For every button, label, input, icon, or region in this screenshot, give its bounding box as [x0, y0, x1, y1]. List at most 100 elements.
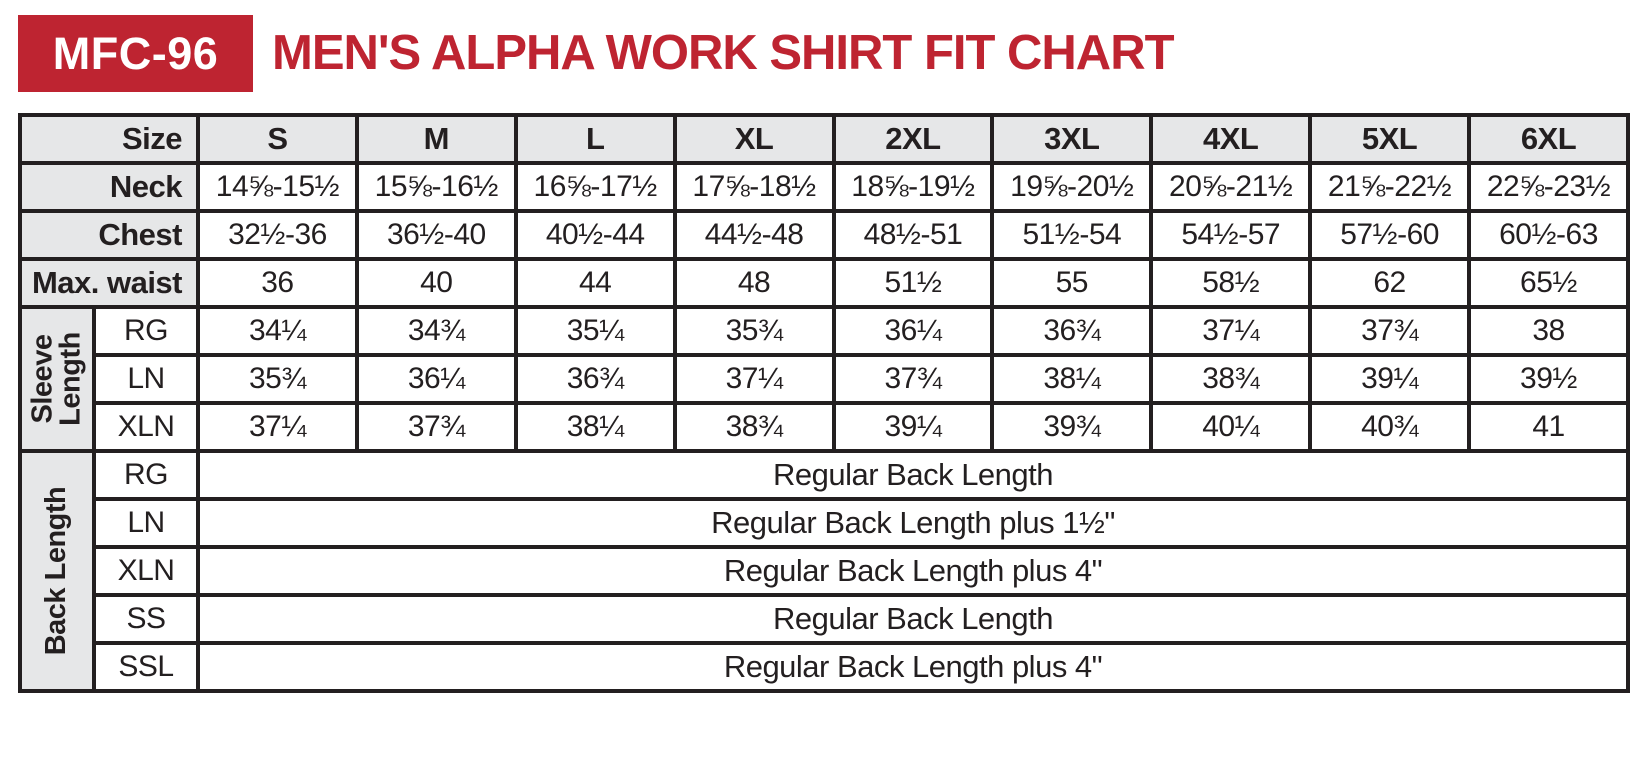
measurement-value-cell: 37¼ — [672, 353, 836, 405]
product-code-text: MFC-96 — [52, 27, 219, 79]
measurement-value-cell: 35¼ — [513, 305, 677, 357]
measurement-value-cell: 40¼ — [1149, 401, 1313, 453]
measurement-value-cell: 34¼ — [196, 305, 359, 357]
measurement-value-cell: 38 — [1467, 305, 1630, 357]
back-length-description-cell: Regular Back Length — [196, 593, 1630, 645]
measurement-value-cell: 38¼ — [513, 401, 677, 453]
measurement-value-cell: 14⅝-15½ — [196, 161, 359, 213]
measurement-value-cell: 17⅝-18½ — [672, 161, 836, 213]
back-length-row: XLN Regular Back Length plus 4" — [20, 545, 1630, 597]
size-column-header-cell: 3XL — [990, 113, 1154, 165]
fit-code-cell: XLN — [92, 545, 200, 597]
size-header-cell: Size — [18, 113, 200, 165]
measurement-value-cell: 54½-57 — [1149, 209, 1313, 261]
measurement-row: Chest 32½-36 36½-40 40½-44 44½-48 48½-51 51½-5… — [18, 209, 1630, 261]
measurement-value-cell: 21⅝-22½ — [1308, 161, 1471, 213]
sleeve-length-row: XLN 37¼ 37¾ 38¼ 38¾ 39¼ 39¾ 40¼ 40¾ 41 — [20, 401, 1630, 453]
fit-chart-table-body: Size S M L XL 2XL 3XL 4XL 5XL 6XL Neck 14⅝-15½ 15⅝-1… — [18, 113, 1630, 693]
measurement-value-cell: 44½-48 — [672, 209, 836, 261]
measurement-value-cell: 36¾ — [990, 305, 1154, 357]
measurement-value-cell: 37¼ — [1149, 305, 1313, 357]
measurement-value-cell: 19⅝-20½ — [990, 161, 1154, 213]
measurement-value-cell: 51½ — [831, 257, 995, 309]
measurement-value-cell: 44 — [513, 257, 677, 309]
size-column-header-cell: XL — [672, 113, 836, 165]
sleeve-length-row: LN 35¾ 36¼ 36¾ 37¼ 37¾ 38¼ 38¾ 39¼ 39½ — [20, 353, 1630, 405]
back-length-row: SSL Regular Back Length plus 4" — [20, 641, 1630, 693]
measurement-value-cell: 36¾ — [513, 353, 677, 405]
back-length-description-cell: Regular Back Length — [196, 449, 1630, 501]
sleeve-length-group-label: Sleeve Length — [26, 332, 86, 426]
back-length-description-cell: Regular Back Length plus 4" — [196, 545, 1630, 597]
measurement-value-cell: 36½-40 — [354, 209, 518, 261]
measurement-value-cell: 55 — [990, 257, 1154, 309]
back-length-group-label: Back Length — [40, 486, 73, 656]
measurement-value-cell: 40½-44 — [513, 209, 677, 261]
measurement-value-cell: 65½ — [1467, 257, 1630, 309]
fit-code-cell: RG — [92, 449, 200, 501]
measurement-value-cell: 37¾ — [831, 353, 995, 405]
measurement-value-cell: 39½ — [1467, 353, 1630, 405]
product-code-badge: MFC-96 — [18, 15, 253, 92]
size-column-header-cell: 4XL — [1149, 113, 1313, 165]
fit-chart-table: Size S M L XL 2XL 3XL 4XL 5XL 6XL Neck 14⅝-15½ 15⅝-1… — [18, 113, 1630, 693]
fit-code-cell: SS — [92, 593, 200, 645]
measurement-value-cell: 34¾ — [354, 305, 518, 357]
measurement-value-cell: 39¼ — [831, 401, 995, 453]
back-length-group-label-cell: Back Length — [18, 449, 96, 693]
measurement-value-cell: 51½-54 — [990, 209, 1154, 261]
measurement-value-cell: 58½ — [1149, 257, 1313, 309]
size-header-row: Size S M L XL 2XL 3XL 4XL 5XL 6XL — [18, 113, 1630, 165]
back-length-row: LN Regular Back Length plus 1½" — [20, 497, 1630, 549]
size-column-header-cell: 2XL — [831, 113, 995, 165]
page-title: MEN'S ALPHA WORK SHIRT FIT CHART — [272, 25, 1175, 80]
measurement-label-cell: Max. waist — [18, 257, 200, 309]
sleeve-length-row: Sleeve Length RG 34¼ 34¾ 35¼ 35¾ 36¼ 36¾ 37¼ 37¾ 3… — [18, 305, 1630, 453]
measurement-value-cell: 37¼ — [196, 401, 359, 453]
back-length-description-cell: Regular Back Length plus 1½" — [196, 497, 1630, 549]
measurement-value-cell: 39¼ — [1308, 353, 1471, 405]
measurement-value-cell: 57½-60 — [1308, 209, 1471, 261]
measurement-value-cell: 40 — [354, 257, 518, 309]
fit-code-cell: XLN — [92, 401, 200, 453]
size-column-header-cell: L — [513, 113, 677, 165]
measurement-value-cell: 41 — [1467, 401, 1630, 453]
size-column-header-cell: 5XL — [1308, 113, 1471, 165]
measurement-value-cell: 22⅝-23½ — [1467, 161, 1630, 213]
measurement-value-cell: 36 — [196, 257, 359, 309]
measurement-value-cell: 39¾ — [990, 401, 1154, 453]
measurement-value-cell: 62 — [1308, 257, 1471, 309]
size-column-header-cell: 6XL — [1467, 113, 1630, 165]
measurement-value-cell: 35¾ — [196, 353, 359, 405]
measurement-value-cell: 38¾ — [672, 401, 836, 453]
measurement-value-cell: 32½-36 — [196, 209, 359, 261]
measurement-value-cell: 35¾ — [672, 305, 836, 357]
size-column-header-cell: S — [196, 113, 359, 165]
measurement-value-cell: 16⅝-17½ — [513, 161, 677, 213]
measurement-value-cell: 36¼ — [354, 353, 518, 405]
measurement-value-cell: 40¾ — [1308, 401, 1471, 453]
page-header: MFC-96 MEN'S ALPHA WORK SHIRT FIT CHART — [18, 15, 1175, 92]
measurement-row: Max. waist 36 40 44 48 51½ 55 58½ 62 65½ — [18, 257, 1630, 309]
measurement-row: Neck 14⅝-15½ 15⅝-16½ 16⅝-17½ 17⅝-18½ 18⅝-19½ 1… — [18, 161, 1630, 213]
measurement-label-cell: Neck — [18, 161, 200, 213]
fit-code-cell: RG — [92, 305, 200, 357]
measurement-value-cell: 38¼ — [990, 353, 1154, 405]
measurement-value-cell: 60½-63 — [1467, 209, 1630, 261]
fit-code-cell: LN — [92, 353, 200, 405]
size-column-header-cell: M — [354, 113, 518, 165]
measurement-value-cell: 18⅝-19½ — [831, 161, 995, 213]
sleeve-length-group-label-cell: Sleeve Length — [18, 305, 96, 453]
measurement-value-cell: 15⅝-16½ — [354, 161, 518, 213]
fit-code-cell: LN — [92, 497, 200, 549]
measurement-value-cell: 36¼ — [831, 305, 995, 357]
fit-code-cell: SSL — [92, 641, 200, 693]
measurement-label-cell: Chest — [18, 209, 200, 261]
back-length-row: SS Regular Back Length — [20, 593, 1630, 645]
measurement-value-cell: 37¾ — [354, 401, 518, 453]
measurement-value-cell: 38¾ — [1149, 353, 1313, 405]
measurement-value-cell: 20⅝-21½ — [1149, 161, 1313, 213]
measurement-value-cell: 48 — [672, 257, 836, 309]
back-length-description-cell: Regular Back Length plus 4" — [196, 641, 1630, 693]
back-length-row: Back Length RG Regular Back Length — [18, 449, 1630, 693]
